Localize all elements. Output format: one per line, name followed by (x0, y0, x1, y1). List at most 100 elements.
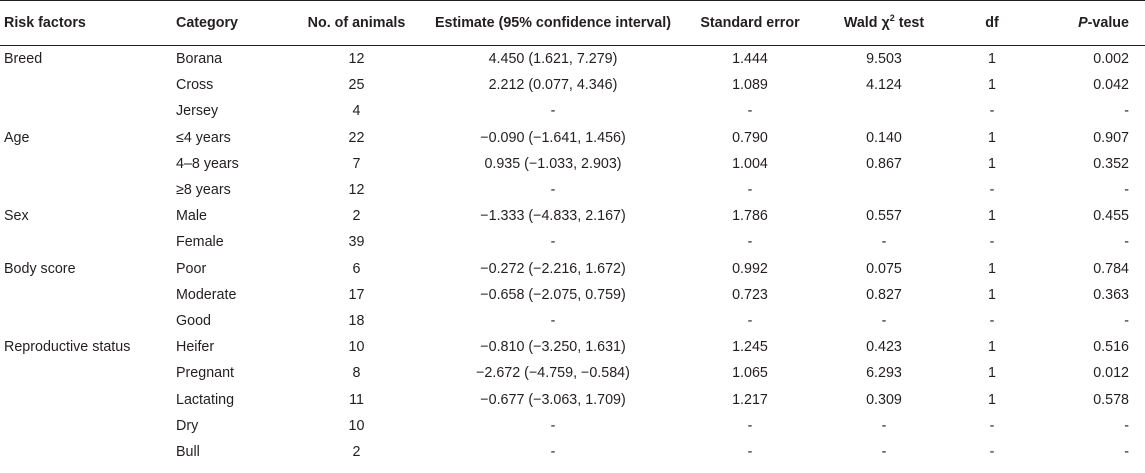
cell-no-animals: 18 (348, 312, 365, 329)
cell-no-animals: 4 (352, 103, 361, 120)
cell-estimate: −0.090 (−1.641, 1.456) (480, 129, 626, 146)
cell-df: 1 (988, 391, 996, 408)
cell-no-animals: 2 (352, 443, 361, 460)
cell-standard-error: - (747, 312, 753, 329)
cell-risk-factor (0, 439, 172, 465)
cell-df: 1 (988, 51, 996, 68)
cell-risk-factor: Sex (4, 208, 29, 225)
cell-estimate: −0.658 (−2.075, 0.759) (480, 286, 626, 303)
cell-standard-error: 1.217 (732, 391, 768, 408)
table-row: Moderate 17 −0.658 (−2.075, 0.759) 0.723 0.8… (0, 282, 1145, 308)
cell-p-value: 0.352 (1093, 155, 1129, 172)
header-estimate: Estimate (95% confidence interval) (423, 0, 683, 46)
cell-risk-factor (0, 98, 172, 124)
cell-estimate: −0.810 (−3.250, 1.631) (480, 339, 626, 356)
header-df: df (951, 0, 1033, 46)
cell-wald: 0.827 (866, 286, 902, 303)
cell-standard-error: - (747, 417, 753, 434)
cell-no-animals: 2 (352, 208, 361, 225)
cell-estimate: - (550, 312, 556, 329)
cell-no-animals: 6 (352, 260, 361, 277)
cell-no-animals: 10 (348, 339, 365, 356)
table-body: Breed Borana 12 4.450 (1.621, 7.279) 1.444 9.… (0, 46, 1145, 466)
cell-standard-error: 0.992 (732, 260, 768, 277)
cell-category: Dry (176, 417, 199, 434)
cell-risk-factor: Breed (4, 51, 43, 68)
cell-category: Moderate (176, 286, 237, 303)
cell-wald: 0.140 (866, 129, 902, 146)
table-row: Female 39 - - - - - (0, 229, 1145, 255)
cell-estimate: - (550, 443, 556, 460)
cell-df: 1 (988, 339, 996, 356)
cell-df: 1 (988, 77, 996, 94)
cell-no-animals: 17 (348, 286, 365, 303)
table-row: Breed Borana 12 4.450 (1.621, 7.279) 1.444 9.… (0, 46, 1145, 73)
cell-estimate: - (550, 103, 556, 120)
cell-p-value: - (1124, 182, 1129, 199)
cell-df: - (989, 182, 995, 199)
cell-standard-error: 1.444 (732, 51, 768, 68)
cell-wald: - (881, 443, 887, 460)
cell-df: - (989, 417, 995, 434)
cell-standard-error: - (747, 443, 753, 460)
header-wald-test: Wald χ2 test (817, 0, 951, 46)
cell-estimate: 0.935 (−1.033, 2.903) (484, 155, 622, 172)
cell-category: Lactating (176, 391, 235, 408)
cell-standard-error: 1.245 (732, 339, 768, 356)
cell-wald: 0.075 (866, 260, 902, 277)
cell-standard-error: 1.786 (732, 208, 768, 225)
cell-p-value: 0.784 (1093, 260, 1129, 277)
table-row: Bull 2 - - - - - (0, 439, 1145, 465)
table-row: Body score Poor 6 −0.272 (−2.216, 1.672) 0.9… (0, 256, 1145, 282)
table-row: ≥8 years 12 - - - - (0, 177, 1145, 203)
cell-risk-factor (0, 282, 172, 308)
table-row: Age ≤4 years 22 −0.090 (−1.641, 1.456) 0.790… (0, 125, 1145, 151)
cell-no-animals: 12 (348, 182, 365, 199)
cell-no-animals: 22 (348, 129, 365, 146)
cell-no-animals: 7 (352, 155, 361, 172)
cell-standard-error: 1.004 (732, 155, 768, 172)
table-row: Sex Male 2 −1.333 (−4.833, 2.167) 1.786 0.557… (0, 203, 1145, 229)
cell-risk-factor (0, 386, 172, 412)
cell-risk-factor (0, 177, 172, 203)
cell-standard-error: 0.790 (732, 129, 768, 146)
cell-standard-error: - (747, 103, 753, 120)
cell-p-value: - (1124, 234, 1129, 251)
cell-df: 1 (988, 260, 996, 277)
cell-p-value: 0.042 (1093, 77, 1129, 94)
table-row: Lactating 11 −0.677 (−3.063, 1.709) 1.217 0.… (0, 386, 1145, 412)
cell-risk-factor (0, 151, 172, 177)
cell-p-value: 0.578 (1093, 391, 1129, 408)
cell-no-animals: 25 (348, 77, 365, 94)
cell-no-animals: 10 (348, 417, 365, 434)
cell-category: Good (176, 312, 211, 329)
cell-estimate: −1.333 (−4.833, 2.167) (480, 208, 626, 225)
cell-df: 1 (988, 155, 996, 172)
cell-wald: - (881, 234, 887, 251)
cell-p-value: - (1124, 443, 1129, 460)
cell-category: Jersey (176, 103, 219, 120)
cell-wald: 0.423 (866, 339, 902, 356)
cell-standard-error: 1.089 (732, 77, 768, 94)
cell-category: ≥8 years (176, 182, 231, 199)
cell-standard-error: 1.065 (732, 365, 768, 382)
table-row: Dry 10 - - - - - (0, 413, 1145, 439)
cell-p-value: 0.363 (1093, 286, 1129, 303)
cell-wald: - (881, 312, 887, 329)
header-p-value: P-value (1033, 0, 1145, 46)
cell-df: - (989, 103, 995, 120)
header-standard-error: Standard error (683, 0, 817, 46)
cell-p-value: 0.012 (1093, 365, 1129, 382)
cell-p-value: - (1124, 312, 1129, 329)
cell-wald: 0.557 (866, 208, 902, 225)
cell-category: Pregnant (176, 365, 235, 382)
header-category: Category (172, 0, 290, 46)
cell-p-value: 0.455 (1093, 208, 1129, 225)
cell-estimate: 4.450 (1.621, 7.279) (488, 51, 618, 68)
cell-category: ≤4 years (176, 129, 231, 146)
cell-category: Heifer (176, 339, 215, 356)
cell-wald: 6.293 (866, 365, 902, 382)
cell-standard-error: - (747, 234, 753, 251)
table-row: 4–8 years 7 0.935 (−1.033, 2.903) 1.004 0.86… (0, 151, 1145, 177)
cell-risk-factor (0, 308, 172, 334)
